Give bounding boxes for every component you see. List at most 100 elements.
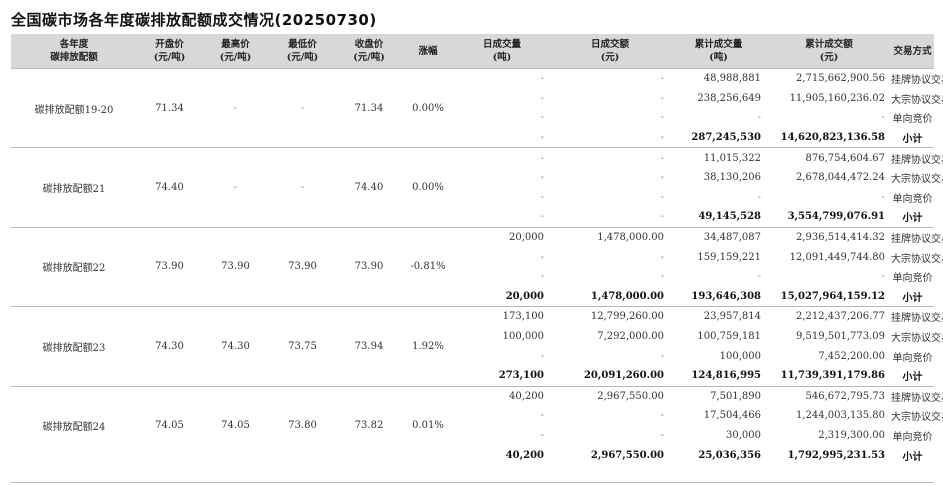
table-row: 碳排放配额23 74.30 74.30 73.75 73.94 1.92% 173,100 1… <box>11 306 943 386</box>
daily-volume-cell: - <box>540 271 544 283</box>
table-row: - - - - 单向竞价 <box>11 108 934 128</box>
high-price-cell: - <box>202 147 269 228</box>
trade-method-cell: 挂牌协议交易 <box>891 306 943 327</box>
cumulative-amount-cell: 1,792,995,231.53 <box>787 449 885 461</box>
cumulative-amount-cell: 3,554,799,076.91 <box>787 211 885 223</box>
page-title: 全国碳市场各年度碳排放配额成交情况(20250730) <box>11 11 377 29</box>
daily-amount-cell: 7,292,000.00 <box>597 331 664 343</box>
cumulative-volume-cell: 34,487,087 <box>670 226 767 248</box>
header-trade-method: 交易方式 <box>891 34 934 69</box>
header-cumulative-amount: 累计成交额 (元) <box>767 34 891 69</box>
header-close-price-line: 收盘价 <box>354 39 384 50</box>
table-bottom-rule <box>11 482 934 483</box>
trade-method-cell: 挂牌协议交易 <box>891 147 943 168</box>
cumulative-amount-cell: 876,754,604.67 <box>767 147 891 168</box>
cumulative-volume-cell: 7,501,890 <box>670 385 767 407</box>
subtotal-label: 小计 <box>902 451 923 463</box>
daily-amount-cell: 20,091,260.00 <box>583 370 664 382</box>
subtotal-label: 小计 <box>902 292 923 304</box>
cumulative-volume-cell: 11,015,322 <box>670 147 767 168</box>
header-close-price: 收盘价 (元/吨) <box>336 34 402 69</box>
table-body: 碳排放配额19-20 71.34- -71.34 0.00% - -48,988,881 2… <box>11 67 943 465</box>
table-row: 20,000 1,478,000.00 193,646,308 15,027,964,… <box>11 287 934 307</box>
daily-amount-cell: 1,478,000.00 <box>550 226 670 248</box>
high-price-cell: 73.90 <box>202 226 269 307</box>
daily-amount-cell: - <box>660 191 664 203</box>
header-close-price-line: (元/吨) <box>353 52 385 63</box>
daily-volume-cell: - <box>454 67 550 89</box>
table-row: - - 159,159,221 12,091,449,744.80 大宗协议交易 <box>11 247 943 267</box>
cumulative-amount-cell: 2,678,044,472.24 <box>795 172 885 184</box>
header-daily-amount-line: 日成交额 <box>590 39 629 50</box>
cumulative-amount-cell: - <box>881 271 885 283</box>
high-price-cell: - <box>202 67 269 148</box>
cumulative-volume-cell: 159,159,221 <box>697 251 761 263</box>
close-price-cell: 74.40 <box>336 147 402 228</box>
header-row: 各年度 碳排放配额 开盘价 (元/吨) 最高价 (元/吨) 最低价 (元/吨) 收盘价 (元/吨)… <box>11 34 934 69</box>
cumulative-amount-cell: 14,620,823,136.58 <box>780 132 885 144</box>
table-row: - - 287,245,530 14,620,823,136.58 小计 <box>11 128 934 148</box>
cumulative-amount-cell: 2,715,662,900.56 <box>767 67 891 89</box>
header-open-price-line: 开盘价 <box>155 39 184 50</box>
daily-volume-cell: - <box>454 147 550 168</box>
daily-volume-cell: 40,200 <box>505 449 544 461</box>
header-daily-amount-line: (元) <box>600 52 620 63</box>
cumulative-amount-cell: 2,319,300.00 <box>818 429 885 441</box>
cumulative-volume-cell: 193,646,308 <box>691 290 761 302</box>
change-cell: 0.00% <box>402 67 454 148</box>
header-daily-volume: 日成交量 (吨) <box>454 34 550 69</box>
table-row: 碳排放配额22 73.90 73.90 73.90 73.90 -0.81% 20,000 1… <box>11 226 943 307</box>
header-low-price-line: (元/吨) <box>286 52 319 63</box>
allowance-name-cell: 碳排放配额24 <box>11 385 137 465</box>
daily-volume-cell: - <box>540 172 544 184</box>
trade-method-cell: 挂牌协议交易 <box>891 226 943 248</box>
header-change: 涨幅 <box>402 34 454 69</box>
daily-amount-cell: - <box>660 172 664 184</box>
cumulative-amount-cell: 546,672,795.73 <box>767 385 891 407</box>
daily-volume-cell: - <box>540 92 544 104</box>
daily-amount-cell: 1,478,000.00 <box>590 290 664 302</box>
header-high-price-line: 最高价 <box>221 39 250 50</box>
change-cell: 0.00% <box>402 147 454 228</box>
table-row: - - - - 单向竞价 <box>11 267 934 287</box>
cumulative-volume-cell: 100,759,181 <box>697 331 761 343</box>
header-year-allowance-line: 各年度 <box>59 39 89 50</box>
cumulative-volume-cell: - <box>757 271 761 283</box>
daily-amount-cell: - <box>550 67 670 89</box>
cumulative-volume-cell: - <box>757 191 761 203</box>
trade-method-cell: 大宗协议交易 <box>891 174 943 186</box>
table-row: - - 38,130,206 2,678,044,472.24 大宗协议交易 <box>11 168 943 188</box>
daily-volume-cell: - <box>540 112 544 124</box>
open-price-cell: 74.40 <box>137 147 202 228</box>
daily-volume-cell: 273,100 <box>498 370 544 382</box>
header-daily-amount: 日成交额 (元) <box>550 34 670 69</box>
change-cell: -0.81% <box>402 226 454 307</box>
table-row: 碳排放配额24 74.05 74.05 73.80 73.82 0.01% 40,200 2,… <box>11 385 943 465</box>
low-price-cell: - <box>269 67 336 148</box>
table-row: - - 49,145,528 3,554,799,076.91 小计 <box>11 207 934 227</box>
daily-volume-cell: - <box>540 132 544 144</box>
cumulative-volume-cell: 17,504,466 <box>703 410 761 422</box>
table-row: - - 17,504,466 1,244,003,135.80 大宗协议交易 <box>11 406 943 426</box>
cumulative-amount-cell: 12,091,449,744.80 <box>789 251 885 263</box>
open-price-cell: 73.90 <box>137 226 202 307</box>
change-cell: 1.92% <box>402 306 454 386</box>
trade-method-cell: 单向竞价 <box>892 193 933 205</box>
table-row: - - 238,256,649 11,905,160,236.02 大宗协议交易 <box>11 89 943 109</box>
daily-amount-cell: 2,967,550.00 <box>590 449 664 461</box>
trade-method-cell: 挂牌协议交易 <box>891 385 943 407</box>
table-row: 碳排放配额19-20 71.34- -71.34 0.00% - -48,988,881 2… <box>11 67 943 148</box>
high-price-cell: 74.30 <box>202 306 269 386</box>
header-cumulative-volume-line: 累计成交量 <box>694 39 743 50</box>
cumulative-amount-cell: 1,244,003,135.80 <box>795 410 885 422</box>
cumulative-amount-cell: - <box>881 112 885 124</box>
table-row: - - - - 单向竞价 <box>11 188 934 208</box>
daily-volume-cell: - <box>540 429 544 441</box>
table-row: 273,100 20,091,260.00 124,816,995 11,739,39… <box>11 366 934 386</box>
daily-volume-cell: - <box>540 211 544 223</box>
close-price-cell: 71.34 <box>336 67 402 148</box>
trade-method-cell: 单向竞价 <box>892 114 933 126</box>
cumulative-volume-cell: 124,816,995 <box>691 370 761 382</box>
table-row: 碳排放配额21 74.40- -74.40 0.00% - -11,015,322 876,… <box>11 147 943 228</box>
low-price-cell: 73.80 <box>269 385 336 465</box>
